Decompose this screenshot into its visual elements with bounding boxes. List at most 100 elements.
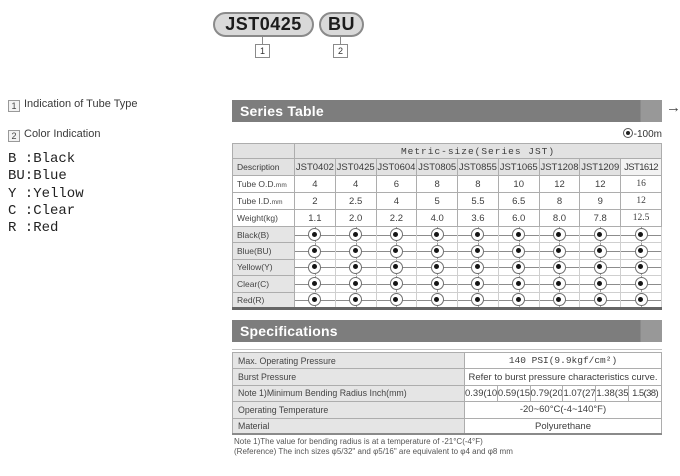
availability-cell [334, 275, 377, 293]
table-cell: 2 [294, 192, 336, 210]
availability-cell [579, 258, 622, 277]
col-header: JST1612 [620, 158, 662, 176]
row-label: Tube O.D.mm [232, 175, 295, 193]
availability-cell [457, 258, 499, 277]
available-dot-icon [308, 228, 322, 242]
availability-cell [416, 258, 459, 277]
available-dot-icon [430, 277, 444, 291]
availability-cell [375, 225, 418, 244]
available-dot-icon [308, 244, 322, 258]
table-cell: 9 [579, 192, 622, 210]
available-dot-icon [308, 260, 322, 274]
availability-cell [294, 275, 336, 293]
spec-value: 0.39(10) [464, 384, 498, 403]
color-row-blue: Blue(BU) [232, 242, 662, 260]
color-row-red: Red(R) [232, 291, 662, 309]
availability-cell [375, 242, 418, 260]
col-header: JST0425 [334, 158, 377, 176]
table-cell: 5.5 [457, 192, 499, 210]
row-label: Black(B) [232, 225, 295, 244]
col-header: JST1208 [538, 158, 581, 176]
availability-cell [620, 225, 662, 244]
spec-label: Note 1)Minimum Bending Radius Inch(mm) [232, 384, 465, 403]
availability-cell [497, 258, 540, 277]
availability-cell [620, 258, 662, 277]
table-cell: 4 [294, 175, 336, 193]
row-label: Tube I.D.mm [232, 192, 295, 210]
availability-cell [579, 225, 622, 244]
series-table-header-bar: Series Table [232, 100, 662, 122]
color-row-clear: Clear(C) [232, 275, 662, 293]
availability-cell [375, 275, 418, 293]
color-row-black: Black(B) [232, 225, 662, 244]
footnote-line: (Reference) The inch sizes φ5/32" and φ5… [234, 446, 513, 456]
available-dot-icon [430, 260, 444, 274]
row-label: Clear(C) [232, 275, 295, 293]
col-header: JST0402 [294, 158, 336, 176]
availability-cell [334, 258, 377, 277]
availability-cell [294, 242, 336, 260]
availability-cell [497, 275, 540, 293]
availability-cell [375, 291, 418, 309]
available-dot-icon [389, 244, 403, 258]
available-dot-icon [389, 228, 403, 242]
available-dot-icon [471, 277, 485, 291]
spec-value: 1.38(35) [595, 384, 630, 403]
table-cell: 8.0 [538, 209, 581, 227]
callout-connector-1 [262, 37, 263, 45]
tube-od-row: Tube O.D.mm 4 4 6 8 8 10 12 12 16 [232, 175, 662, 193]
spec-row-bending: Note 1)Minimum Bending Radius Inch(mm) 0… [232, 384, 662, 403]
spec-value: Polyurethane [464, 417, 662, 435]
color-code-badge: BU [319, 12, 364, 37]
row-label-unit: mm [271, 199, 283, 206]
model-header-row: Description JST0402 JST0425 JST0604 JST0… [232, 158, 662, 176]
table-cell: 12 [579, 175, 622, 193]
availability-cell [416, 242, 459, 260]
specifications-table: Max. Operating Pressure 140 PSI(9.9kgf/c… [232, 351, 662, 436]
spec-divider [232, 349, 662, 350]
spec-label: Burst Pressure [232, 368, 465, 386]
callout-number-1: 1 [255, 44, 270, 58]
available-dot-icon [552, 244, 566, 258]
availability-cell [375, 258, 418, 277]
spec-row-max-pressure: Max. Operating Pressure 140 PSI(9.9kgf/c… [232, 351, 662, 370]
available-dot-icon [593, 244, 607, 258]
availability-cell [294, 291, 336, 309]
availability-cell [579, 291, 622, 309]
note-2-marker: 2 [8, 130, 20, 142]
table-cell: 12 [538, 175, 581, 193]
available-dot-icon [593, 293, 607, 307]
available-dot-icon [471, 244, 485, 258]
spec-value: 0.79(20) [529, 384, 564, 403]
table-cell: 8 [457, 175, 499, 193]
availability-cell [579, 242, 622, 260]
spec-row-material: Material Polyurethane [232, 417, 662, 435]
availability-cell [457, 242, 499, 260]
table-cell: 3.6 [457, 209, 499, 227]
series-table: Metric-size(Series JST) Description JST0… [232, 143, 662, 310]
row-label: Yellow(Y) [232, 258, 295, 277]
availability-cell [294, 258, 336, 277]
metric-group-header: Metric-size(Series JST) [294, 143, 662, 159]
availability-cell [457, 291, 499, 309]
available-dot-icon [512, 228, 526, 242]
row-label: Weight(kg) [232, 209, 295, 227]
availability-cell [538, 275, 581, 293]
availability-cell [538, 258, 581, 277]
spec-label: Material [232, 417, 465, 435]
availability-cell [334, 225, 377, 244]
table-cell: 8 [416, 175, 459, 193]
spec-label: Operating Temperature [232, 401, 465, 419]
table-cell: 8 [538, 192, 581, 210]
table-cell: 1.1 [294, 209, 336, 227]
reel-bullseye-icon [622, 128, 633, 138]
spec-value: 0.59(15) [496, 384, 531, 403]
available-dot-icon [634, 244, 648, 258]
callout-number-2: 2 [333, 44, 348, 58]
available-dot-icon [471, 293, 485, 307]
note-color-indication: 2 Color Indication [8, 128, 100, 142]
available-dot-icon [471, 228, 485, 242]
availability-cell [294, 225, 336, 244]
availability-cell [416, 275, 459, 293]
